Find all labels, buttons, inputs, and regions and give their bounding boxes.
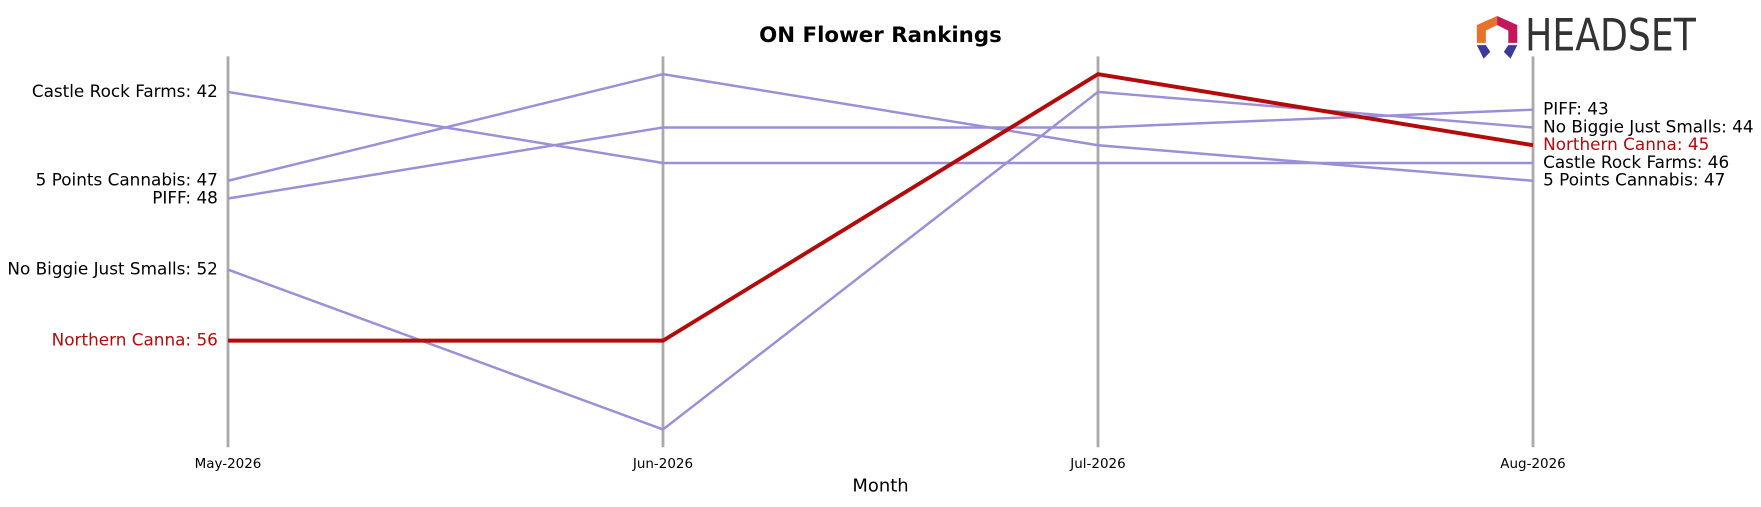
- x-tick-label: May-2026: [195, 456, 262, 472]
- data-label: Northern Canna: 45: [1543, 134, 1709, 154]
- data-label: PIFF: 43: [1543, 99, 1609, 119]
- data-label: Castle Rock Farms: 42: [32, 81, 218, 101]
- data-label: PIFF: 48: [152, 188, 218, 208]
- series-line: [227, 108, 1534, 200]
- data-label: 5 Points Cannabis: 47: [36, 170, 218, 190]
- data-label: Castle Rock Farms: 46: [1543, 152, 1729, 172]
- series-line: [227, 72, 1534, 343]
- x-tick-label: Aug-2026: [1500, 456, 1565, 472]
- data-label: 5 Points Cannabis: 47: [1543, 170, 1725, 190]
- series-line: [227, 72, 1534, 182]
- x-tick-label: Jul-2026: [1069, 456, 1125, 472]
- data-label: Northern Canna: 56: [52, 330, 218, 350]
- chart-title: ON Flower Rankings: [759, 23, 1002, 48]
- series-line: [227, 90, 1534, 431]
- x-axis-label: Month: [852, 476, 908, 497]
- data-label: No Biggie Just Smalls: 52: [7, 259, 217, 279]
- logo-text: HEADSET: [1525, 8, 1696, 61]
- x-tick-label: Jun-2026: [632, 456, 693, 472]
- data-label: No Biggie Just Smalls: 44: [1543, 116, 1753, 136]
- logo: HEADSET: [1476, 8, 1696, 61]
